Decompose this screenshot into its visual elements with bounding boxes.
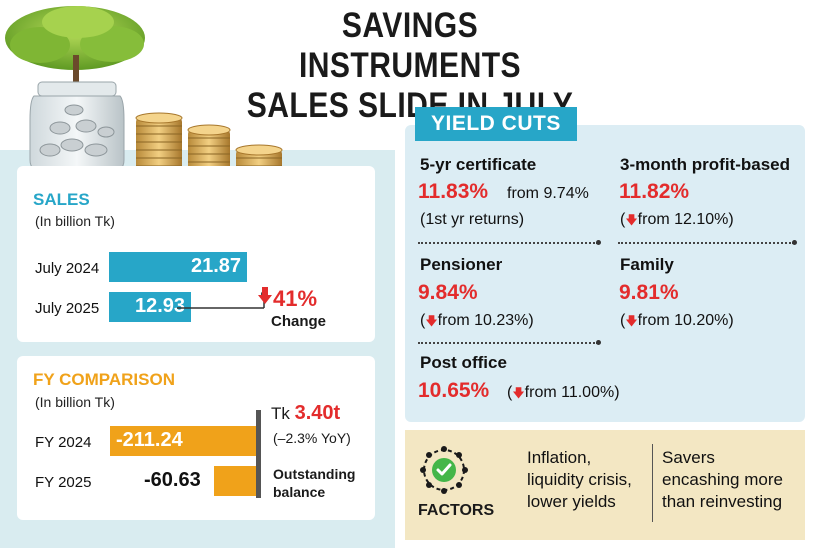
yield-from-post-office-wrap: (🡇from 11.00%) (507, 384, 620, 401)
divider-dotted (418, 242, 598, 244)
page-title: SAVINGS INSTRUMENTS SALES SLIDE IN JULY (229, 6, 590, 126)
factor-col-1-line-1: Inflation, (527, 448, 592, 467)
sales-unit: (In billion Tk) (35, 213, 115, 229)
money-tree-jar-icon (5, 6, 283, 174)
yield-from-family-wrap: (🡇from 10.20%) (620, 312, 734, 329)
factors-panel (405, 430, 805, 540)
divider-dot (596, 240, 601, 245)
sales-bar-july-2024 (109, 252, 247, 282)
fy-comparison-card: FY COMPARISON (In billion Tk) FY 2024 -2… (17, 356, 375, 520)
fy-value-2025: -60.63 (144, 469, 201, 491)
yield-from-family: from 10.20%) (637, 312, 734, 329)
yield-rate-3month: 11.82% (619, 180, 690, 203)
down-arrow-icon (258, 287, 272, 304)
fy-unit: (In billion Tk) (35, 394, 115, 410)
title-line-1: SAVINGS INSTRUMENTS (298, 6, 522, 85)
yield-name-pensioner: Pensioner (420, 255, 503, 274)
yield-rate-family: 9.81% (619, 281, 679, 304)
balance-yoy: (–2.3% YoY) (273, 430, 351, 446)
yield-rate-post-office: 10.65% (418, 379, 490, 402)
yield-name-post-office: Post office (420, 353, 507, 372)
factors-label: FACTORS (418, 502, 495, 519)
down-arrow-icon: 🡇 (425, 314, 438, 328)
yield-rate-5yr: 11.83% (418, 180, 489, 203)
divider-dotted (418, 342, 598, 344)
factor-col-1-line-2: liquidity crisis, (527, 470, 632, 489)
fy-row-label-2024: FY 2024 (35, 434, 92, 451)
yield-name-family: Family (620, 255, 674, 274)
yield-cuts-panel (405, 125, 805, 422)
fy-value-2024: -211.24 (116, 429, 183, 451)
factor-col-2-line-3: than reinvesting (662, 492, 783, 511)
balance-value: 3.40t (294, 402, 341, 424)
sales-value-july-2025: 12.93 (135, 295, 186, 317)
yield-from-pensioner-wrap: (🡇from 10.23%) (420, 312, 534, 329)
checkmark-gear-icon (420, 446, 468, 494)
divider-dotted (618, 242, 794, 244)
sales-change-label: Change (271, 313, 327, 330)
coin-stacks-icon (135, 112, 283, 174)
factor-col-2: Savers encashing more than reinvesting (662, 447, 783, 513)
down-arrow-icon: 🡇 (625, 213, 638, 227)
factors-separator (652, 444, 653, 522)
fy-bar-2024 (110, 426, 256, 456)
yield-note-5yr: (1st yr returns) (420, 211, 525, 228)
sales-heading: SALES (33, 190, 90, 209)
yield-rate-pensioner: 9.84% (418, 281, 478, 304)
fy-bar-2025 (214, 466, 256, 496)
balance-label-line-2: balance (273, 484, 326, 500)
sales-card: SALES (In billion Tk) July 2024 21.87 Ju… (17, 166, 375, 342)
balance-amount: Tk 3.40t (271, 402, 340, 425)
factor-col-2-line-2: encashing more (662, 470, 783, 489)
down-arrow-icon: 🡇 (625, 314, 638, 328)
yield-from-5yr: from 9.74% (507, 185, 589, 202)
balance-prefix: Tk (271, 404, 290, 423)
yield-from-post-office: from 11.00%) (524, 384, 620, 401)
fy-heading: FY COMPARISON (33, 370, 175, 389)
sales-row-label-2024: July 2024 (35, 260, 100, 277)
yield-from-3month: from 12.10%) (637, 211, 734, 228)
factor-col-1-line-3: lower yields (527, 492, 616, 511)
yield-from-pensioner: from 10.23%) (437, 312, 534, 329)
yield-cuts-heading: YIELD CUTS (415, 107, 577, 141)
sales-bar-july-2025 (109, 292, 191, 322)
yield-from-3month-wrap: (🡇from 12.10%) (620, 211, 734, 228)
sales-change-value: 41% (273, 286, 318, 311)
yield-name-3month: 3-month profit-based (620, 155, 790, 174)
fy-row-label-2025: FY 2025 (35, 474, 92, 491)
divider-dot (596, 340, 601, 345)
fy-zero-axis (256, 410, 261, 498)
divider-dot (792, 240, 797, 245)
sales-value-july-2024: 21.87 (191, 255, 242, 277)
factor-col-1: Inflation, liquidity crisis, lower yield… (527, 447, 632, 513)
sales-row-label-2025: July 2025 (35, 300, 100, 317)
down-arrow-icon: 🡇 (512, 386, 525, 400)
factor-col-2-line-1: Savers (662, 448, 715, 467)
balance-label-line-1: Outstanding (273, 466, 356, 482)
yield-name-5yr: 5-yr certificate (420, 155, 537, 174)
